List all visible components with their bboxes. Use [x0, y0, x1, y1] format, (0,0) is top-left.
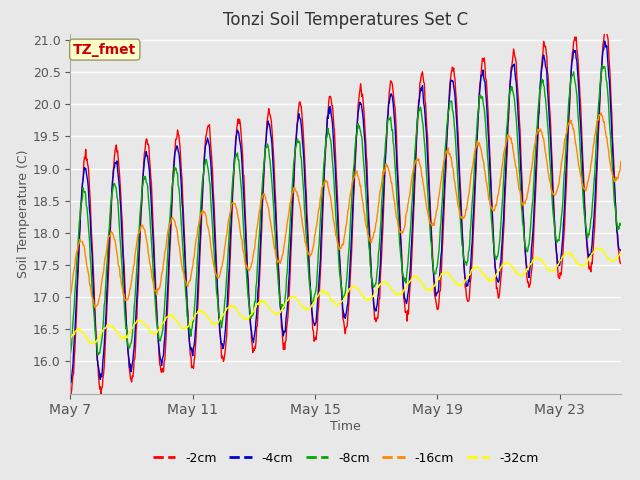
Text: TZ_fmet: TZ_fmet	[73, 43, 136, 57]
Y-axis label: Soil Temperature (C): Soil Temperature (C)	[17, 149, 30, 278]
Title: Tonzi Soil Temperatures Set C: Tonzi Soil Temperatures Set C	[223, 11, 468, 29]
X-axis label: Time: Time	[330, 420, 361, 433]
Legend: -2cm, -4cm, -8cm, -16cm, -32cm: -2cm, -4cm, -8cm, -16cm, -32cm	[148, 447, 543, 469]
